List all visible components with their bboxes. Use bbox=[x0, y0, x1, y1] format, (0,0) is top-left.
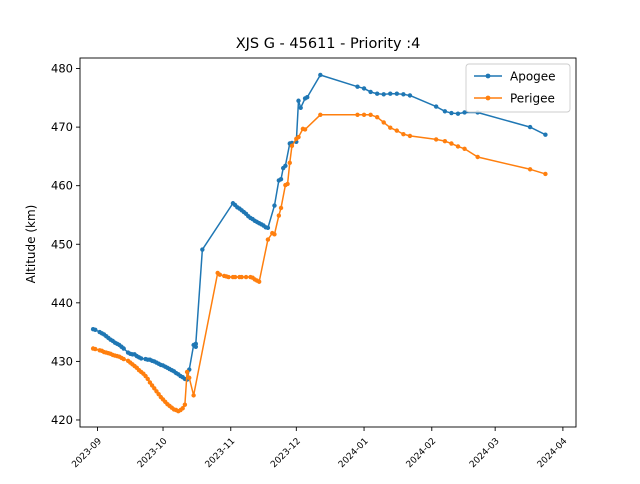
data-point-perigee bbox=[285, 181, 290, 187]
data-point-apogee bbox=[272, 203, 277, 208]
y-axis-label: Altitude (km) bbox=[24, 205, 38, 284]
data-point-perigee bbox=[187, 375, 192, 380]
data-point-apogee bbox=[407, 93, 413, 98]
data-point-apogee bbox=[442, 109, 448, 114]
series-perigee bbox=[90, 112, 548, 414]
data-point-perigee bbox=[455, 144, 461, 149]
data-point-apogee bbox=[462, 110, 467, 115]
data-point-apogee bbox=[388, 91, 393, 96]
data-point-perigee bbox=[527, 167, 533, 172]
data-point-apogee bbox=[298, 105, 303, 110]
data-point-apogee bbox=[193, 341, 199, 347]
data-point-perigee bbox=[401, 131, 406, 137]
data-point-perigee bbox=[191, 393, 196, 398]
data-point-perigee bbox=[182, 402, 188, 407]
legend-item-apogee: Apogee bbox=[474, 70, 556, 84]
data-point-perigee bbox=[388, 125, 393, 130]
data-point-apogee bbox=[449, 110, 454, 116]
data-point-perigee bbox=[475, 154, 480, 160]
data-point-apogee bbox=[527, 124, 533, 130]
data-point-apogee bbox=[355, 84, 360, 89]
data-point-perigee bbox=[278, 205, 284, 211]
data-point-perigee bbox=[442, 138, 448, 144]
data-point-perigee bbox=[361, 112, 367, 118]
data-point-apogee bbox=[318, 72, 323, 78]
data-point-apogee bbox=[138, 356, 144, 361]
plot-area bbox=[90, 72, 548, 414]
data-point-perigee bbox=[226, 274, 231, 280]
data-point-apogee bbox=[305, 95, 310, 100]
data-point-apogee bbox=[283, 163, 288, 168]
legend-item-perigee: Perigee bbox=[474, 92, 555, 106]
data-point-perigee bbox=[276, 213, 282, 218]
data-point-perigee bbox=[374, 114, 380, 120]
legend-marker bbox=[485, 95, 491, 101]
data-point-apogee bbox=[381, 92, 386, 97]
data-point-perigee bbox=[381, 120, 386, 125]
data-point-perigee bbox=[256, 279, 262, 284]
data-point-perigee bbox=[407, 133, 413, 139]
data-point-perigee bbox=[355, 112, 360, 118]
data-point-apogee bbox=[265, 225, 271, 231]
data-point-apogee bbox=[200, 247, 205, 252]
legend: Apogee Perigee bbox=[465, 63, 571, 113]
data-point-perigee bbox=[302, 127, 308, 132]
data-point-perigee bbox=[462, 146, 467, 151]
data-point-apogee bbox=[401, 92, 406, 97]
y-tick-label: 420 bbox=[51, 413, 73, 427]
data-point-perigee bbox=[121, 356, 126, 362]
data-point-apogee bbox=[296, 98, 301, 103]
data-point-perigee bbox=[217, 272, 223, 277]
data-point-apogee bbox=[361, 86, 367, 91]
data-point-perigee bbox=[272, 232, 277, 237]
data-point-perigee bbox=[433, 137, 439, 142]
series-apogee bbox=[90, 72, 548, 382]
data-point-perigee bbox=[184, 369, 190, 375]
data-point-apogee bbox=[93, 327, 98, 332]
data-point-apogee bbox=[368, 89, 373, 95]
data-point-perigee bbox=[287, 160, 292, 166]
y-tick-label: 440 bbox=[51, 296, 73, 310]
data-point-perigee bbox=[145, 376, 150, 382]
data-point-apogee bbox=[433, 104, 439, 109]
data-point-perigee bbox=[318, 112, 323, 118]
data-point-perigee bbox=[449, 141, 454, 146]
chart-title: XJS G - 45611 - Priority :4 bbox=[236, 36, 421, 52]
y-tick-label: 430 bbox=[51, 354, 73, 368]
data-point-perigee bbox=[180, 406, 185, 411]
y-tick-label: 470 bbox=[51, 120, 73, 134]
legend-label: Apogee bbox=[510, 70, 556, 84]
data-point-perigee bbox=[232, 274, 238, 280]
data-point-apogee bbox=[543, 132, 548, 137]
data-point-perigee bbox=[296, 134, 301, 140]
axes-frame bbox=[79, 57, 577, 428]
data-point-apogee bbox=[278, 177, 284, 182]
data-point-perigee bbox=[289, 143, 295, 149]
data-point-perigee bbox=[243, 274, 249, 280]
data-point-perigee bbox=[543, 171, 548, 177]
data-point-apogee bbox=[455, 111, 461, 116]
data-point-apogee bbox=[374, 91, 380, 96]
data-point-perigee bbox=[394, 128, 400, 133]
data-point-perigee bbox=[265, 237, 271, 242]
legend-label: Perigee bbox=[510, 92, 555, 106]
data-point-perigee bbox=[368, 112, 373, 118]
data-point-perigee bbox=[239, 274, 244, 280]
data-point-apogee bbox=[394, 91, 400, 96]
data-point-apogee bbox=[121, 346, 126, 351]
data-point-perigee bbox=[93, 346, 98, 352]
legend-marker bbox=[485, 73, 491, 79]
y-tick-label: 480 bbox=[51, 62, 73, 76]
y-tick-label: 450 bbox=[51, 237, 73, 251]
y-tick-label: 460 bbox=[51, 179, 73, 193]
